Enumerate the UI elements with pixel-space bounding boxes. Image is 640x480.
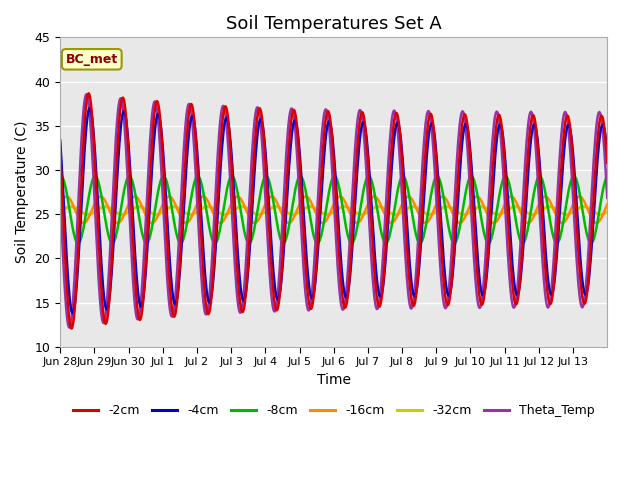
- Theta_Temp: [122, 142, 130, 147]
- -4cm: [392, 126, 399, 132]
- Legend: -2cm, -4cm, -8cm, -16cm, -32cm, Theta_Temp: -2cm, -4cm, -8cm, -16cm, -32cm, Theta_Te…: [68, 399, 600, 422]
- -16cm: [248, 219, 256, 225]
- -32cm: [221, 212, 228, 217]
- -4cm: [86, 105, 93, 111]
- -8cm: [392, 201, 399, 206]
- Line: -4cm: -4cm: [60, 108, 607, 313]
- -32cm: [604, 209, 611, 215]
- Theta_Temp: [270, 309, 278, 314]
- -32cm: [248, 209, 256, 215]
- -2cm: [56, 147, 64, 153]
- -32cm: [120, 211, 128, 217]
- Line: -16cm: -16cm: [60, 196, 607, 223]
- -8cm: [56, 174, 64, 180]
- Theta_Temp: [56, 192, 64, 198]
- -8cm: [143, 240, 150, 246]
- -32cm: [390, 212, 398, 217]
- -2cm: [604, 160, 611, 166]
- Line: Theta_Temp: Theta_Temp: [60, 94, 607, 327]
- X-axis label: Time: Time: [317, 372, 351, 387]
- Title: Soil Temperatures Set A: Soil Temperatures Set A: [226, 15, 442, 33]
- Theta_Temp: [223, 120, 230, 125]
- -4cm: [223, 115, 230, 120]
- -16cm: [56, 202, 64, 207]
- -2cm: [68, 325, 76, 331]
- -2cm: [223, 105, 230, 111]
- Text: BC_met: BC_met: [66, 53, 118, 66]
- -32cm: [563, 212, 570, 217]
- -16cm: [221, 216, 228, 221]
- -2cm: [250, 163, 257, 169]
- -16cm: [120, 211, 128, 217]
- -32cm: [546, 204, 554, 209]
- Theta_Temp: [65, 324, 73, 330]
- -16cm: [604, 202, 611, 207]
- -4cm: [56, 137, 64, 143]
- -8cm: [120, 187, 128, 192]
- -8cm: [250, 230, 257, 236]
- -16cm: [490, 220, 498, 226]
- -8cm: [125, 173, 133, 179]
- -8cm: [223, 190, 230, 195]
- Theta_Temp: [422, 117, 430, 123]
- -4cm: [270, 277, 278, 283]
- -16cm: [269, 194, 276, 200]
- -2cm: [392, 112, 399, 118]
- -4cm: [68, 310, 76, 316]
- Theta_Temp: [392, 110, 399, 116]
- Y-axis label: Soil Temperature (C): Soil Temperature (C): [15, 121, 29, 263]
- Line: -2cm: -2cm: [60, 93, 607, 328]
- -16cm: [421, 220, 429, 226]
- -32cm: [421, 210, 429, 216]
- Theta_Temp: [83, 91, 90, 97]
- -8cm: [270, 204, 278, 209]
- -4cm: [604, 151, 611, 156]
- -8cm: [422, 222, 430, 228]
- -2cm: [422, 142, 430, 147]
- -16cm: [390, 218, 398, 224]
- -32cm: [269, 204, 276, 210]
- -8cm: [604, 174, 611, 180]
- Theta_Temp: [604, 195, 611, 201]
- -4cm: [122, 114, 130, 120]
- -2cm: [270, 297, 278, 302]
- Line: -32cm: -32cm: [60, 206, 607, 215]
- -16cm: [473, 193, 481, 199]
- -4cm: [250, 185, 257, 191]
- -32cm: [56, 209, 64, 215]
- -4cm: [422, 162, 430, 168]
- -2cm: [85, 90, 93, 96]
- -2cm: [122, 111, 130, 117]
- Theta_Temp: [250, 131, 257, 136]
- Line: -8cm: -8cm: [60, 176, 607, 243]
